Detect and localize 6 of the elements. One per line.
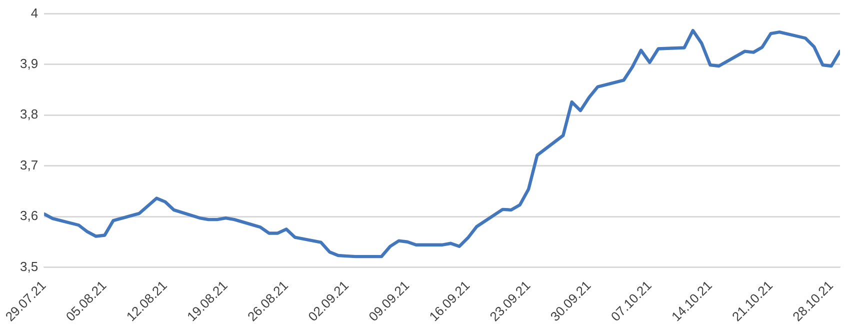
y-tick-label: 3,7 [20, 157, 38, 172]
y-tick-label: 3,5 [20, 258, 38, 274]
y-tick-label: 3,6 [20, 208, 38, 224]
y-tick-label: 3,9 [20, 56, 38, 72]
y-tick-label: 4 [30, 5, 38, 20]
y-tick-label: 3,8 [20, 106, 38, 122]
